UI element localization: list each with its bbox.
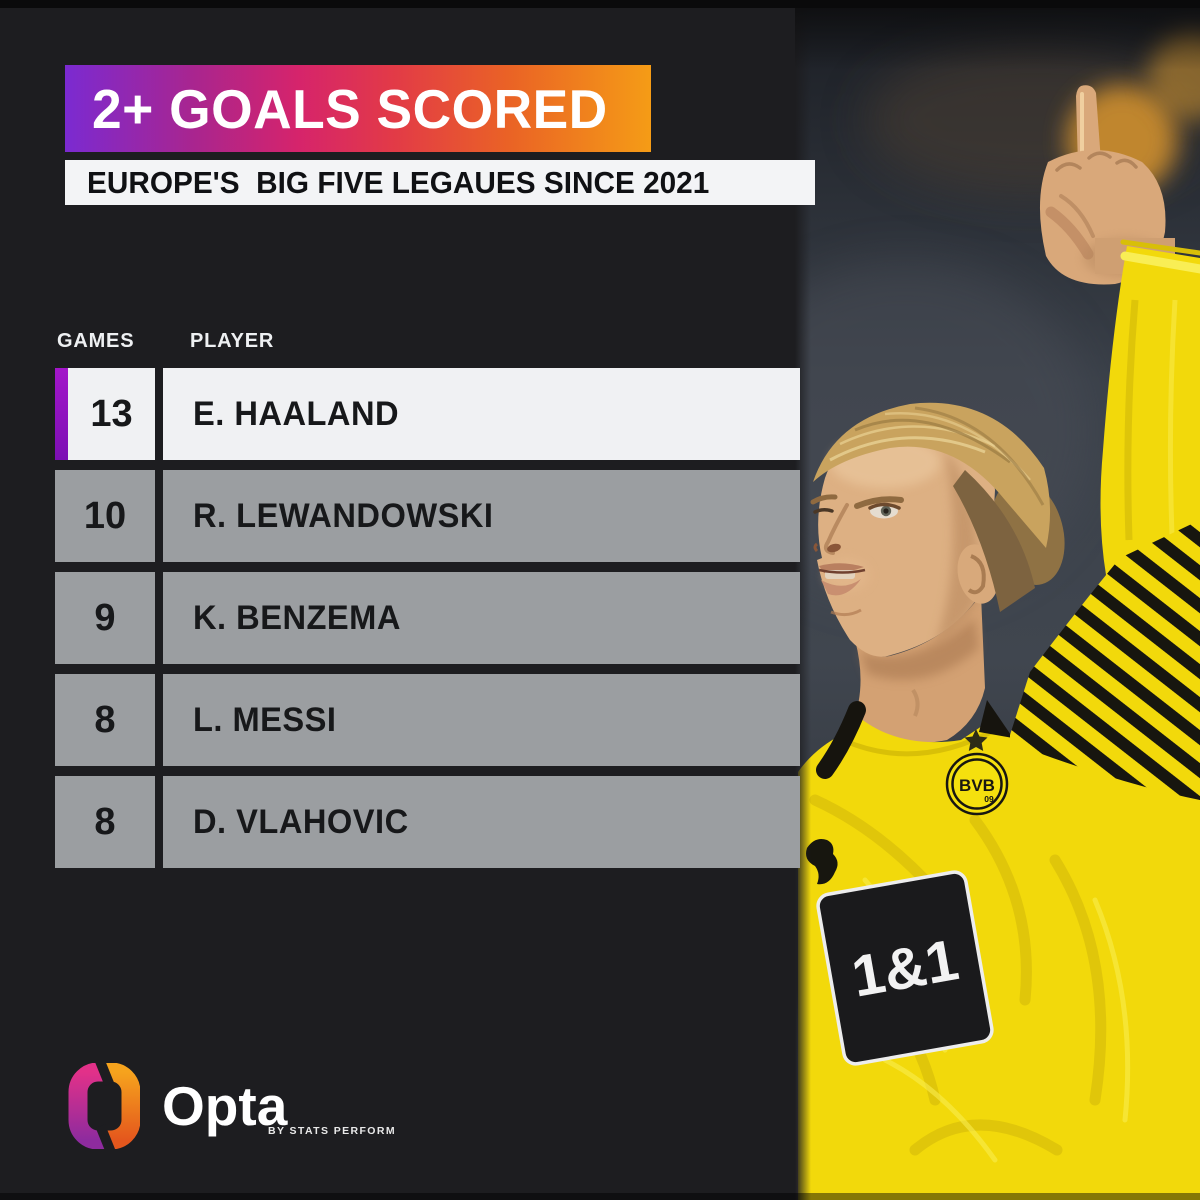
stats-table: GAMES PLAYER 13 E. HAALAND 10 R. LEWANDO… xyxy=(55,330,800,878)
page-subtitle: EUROPE'S BIG FIVE LEGAUES SINCE 2021 xyxy=(87,164,710,200)
table-row: 8 L. MESSI xyxy=(55,674,800,766)
table-header: GAMES PLAYER xyxy=(55,330,800,368)
collar-trim xyxy=(816,701,866,779)
svg-text:BVB: BVB xyxy=(959,776,995,795)
column-header-games: GAMES xyxy=(57,330,135,352)
table-row: 8 D. VLAHOVIC xyxy=(55,776,800,868)
bvb-badge: BVB 09 xyxy=(945,729,1009,816)
player-name: L. MESSI xyxy=(163,674,800,766)
games-value: 10 xyxy=(55,470,155,562)
opta-brand: Opta BY STATS PERFORM xyxy=(68,1063,395,1149)
player-photo: BVB 09 1&1 xyxy=(715,0,1200,1200)
opta-wordmark: Opta xyxy=(162,1075,288,1137)
player-name: K. BENZEMA xyxy=(163,572,800,664)
subtitle-bar: EUROPE'S BIG FIVE LEGAUES SINCE 2021 xyxy=(65,160,815,205)
shoulder-stripes xyxy=(1010,520,1200,800)
player-name: D. VLAHOVIC xyxy=(163,776,800,868)
player-name: E. HAALAND xyxy=(163,368,800,460)
player-name: R. LEWANDOWSKI xyxy=(163,470,800,562)
games-value: 13 xyxy=(68,368,155,460)
sponsor-patch: 1&1 xyxy=(816,870,994,1066)
games-value: 8 xyxy=(55,674,155,766)
column-header-player: PLAYER xyxy=(190,330,275,352)
opta-logo-icon xyxy=(68,1063,140,1149)
stats-perform-label: BY STATS PERFORM xyxy=(268,1125,396,1137)
top-border xyxy=(0,0,1200,8)
games-value: 8 xyxy=(55,776,155,868)
highlight-accent-bar xyxy=(55,368,68,460)
games-value: 9 xyxy=(55,572,155,664)
puma-logo xyxy=(806,839,838,885)
page-title: 2+ GOALS SCORED xyxy=(92,77,608,140)
table-row: 13 E. HAALAND xyxy=(55,368,800,460)
title-banner: 2+ GOALS SCORED xyxy=(65,65,651,152)
table-row: 9 K. BENZEMA xyxy=(55,572,800,664)
player-photo-art: BVB 09 1&1 xyxy=(715,0,1200,1200)
player-head xyxy=(810,402,1051,657)
bottom-border xyxy=(0,1193,1200,1200)
svg-text:09: 09 xyxy=(984,794,994,804)
table-row: 10 R. LEWANDOWSKI xyxy=(55,470,800,562)
